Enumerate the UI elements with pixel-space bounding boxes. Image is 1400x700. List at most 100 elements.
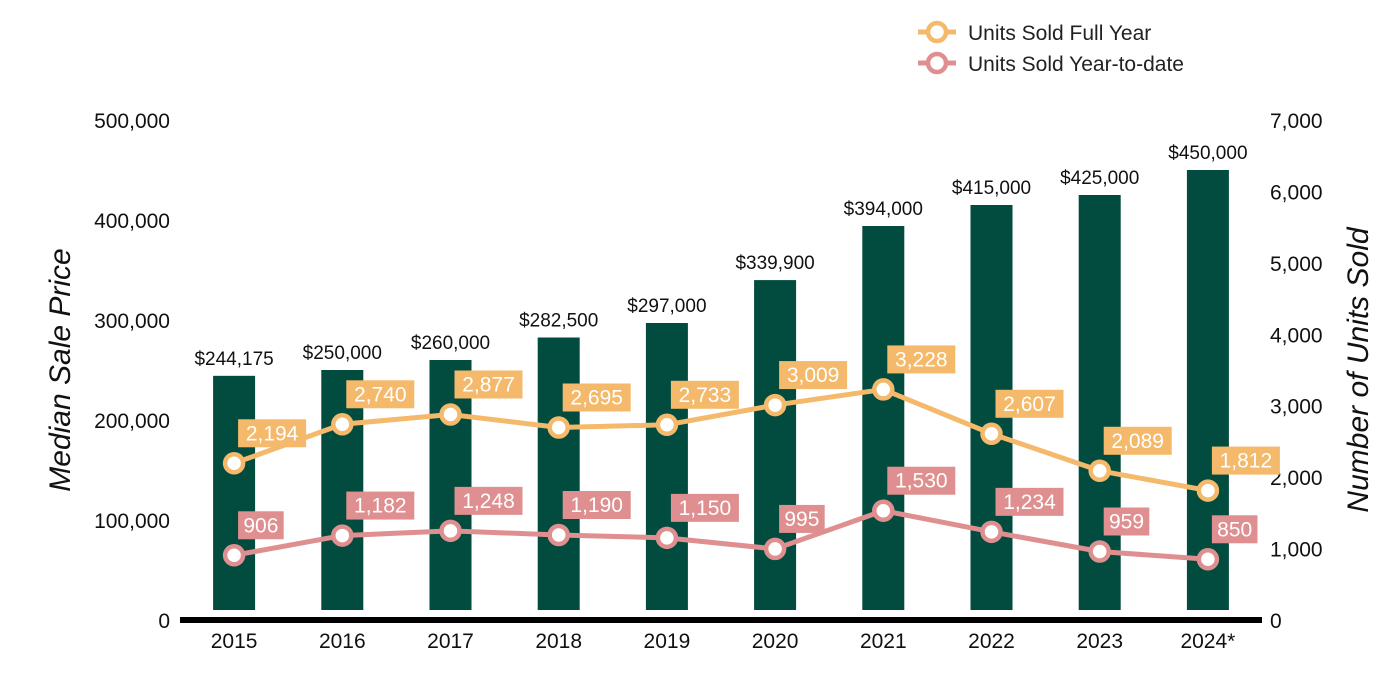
point-value-label: 2,089 <box>1111 430 1164 453</box>
y-axis-right: 0 1,000 2,000 3,000 4,000 5,000 6,000 7,000 <box>1270 110 1323 633</box>
point-label-box <box>995 389 1064 418</box>
point-label-box <box>346 491 415 520</box>
legend-swatch-marker <box>925 20 949 44</box>
point-label-box <box>1211 515 1258 544</box>
bar <box>213 375 256 610</box>
legend: Units Sold Full Year Units Sold Year-to-d… <box>918 20 1184 76</box>
bar-value-label: $260,000 <box>411 333 490 354</box>
point-label-box <box>562 491 631 519</box>
point-label-box <box>779 361 848 390</box>
x-tick-label: 2022 <box>968 630 1015 653</box>
bar-value-label: $450,000 <box>1168 143 1247 164</box>
point-value-label: 2,695 <box>570 387 623 410</box>
point-value-label: 906 <box>243 514 278 537</box>
y2-tick-label: 7,000 <box>1270 110 1323 133</box>
data-point <box>1196 548 1220 571</box>
data-point <box>980 422 1003 446</box>
y2-tick-label: 2,000 <box>1270 467 1323 490</box>
x-tick-label: 2017 <box>427 630 474 653</box>
point-label-box <box>1103 426 1172 455</box>
point-label-box <box>887 345 956 374</box>
data-point <box>547 416 570 439</box>
bar <box>321 370 364 610</box>
point-value-label: 1,530 <box>895 470 948 493</box>
bar-value-label: $339,900 <box>735 253 814 274</box>
legend-label: Units Sold Full Year <box>968 22 1151 45</box>
point-value-label: 2,607 <box>1003 393 1056 416</box>
y-axis-title: Median Sale Price <box>44 248 77 491</box>
point-value-label: 3,009 <box>787 364 840 387</box>
bar <box>754 280 797 610</box>
x-tick-label: 2018 <box>535 630 582 653</box>
point-value-label: 1,190 <box>570 494 623 517</box>
x-tick-label: 2021 <box>860 630 907 653</box>
point-value-label: 1,812 <box>1220 450 1273 473</box>
point-value-label: 959 <box>1109 511 1144 534</box>
bar-value-label: $282,500 <box>519 311 598 332</box>
point-label-box <box>454 370 523 399</box>
legend-swatch-marker <box>925 51 949 75</box>
point-value-label: 1,234 <box>1003 491 1056 514</box>
data-point <box>872 378 895 401</box>
bar <box>429 360 472 610</box>
y-tick-label: 100,000 <box>94 510 170 533</box>
data-point <box>547 523 570 547</box>
data-point <box>222 544 246 567</box>
bar <box>1186 170 1229 610</box>
bar-value-label: $297,000 <box>627 296 706 317</box>
y2-tick-label: 5,000 <box>1270 253 1323 276</box>
point-label-box <box>887 466 956 495</box>
point-value-label: 3,228 <box>895 348 948 371</box>
y2-tick-label: 0 <box>1270 610 1282 633</box>
point-value-label: 1,248 <box>462 490 515 513</box>
y2-axis-title: Number of Units Sold <box>1342 226 1375 512</box>
x-tick-label: 2016 <box>319 630 366 653</box>
bar <box>645 323 688 610</box>
bar <box>862 226 905 610</box>
data-point <box>655 526 679 550</box>
data-point <box>439 519 462 543</box>
point-label-box <box>1211 446 1280 475</box>
x-tick-label: 2023 <box>1076 630 1123 653</box>
y-tick-label: 400,000 <box>94 210 170 233</box>
x-tick-label: 2020 <box>752 630 799 653</box>
data-point <box>872 499 895 522</box>
y-tick-label: 0 <box>158 610 170 633</box>
data-point <box>655 413 679 437</box>
point-label-box <box>454 486 523 515</box>
point-value-label: 1,150 <box>679 497 732 520</box>
point-label-box <box>779 504 825 533</box>
point-label-box <box>562 383 631 412</box>
point-label-box <box>1103 507 1150 536</box>
y2-tick-label: 4,000 <box>1270 324 1323 347</box>
x-tick-label: 2019 <box>644 630 691 653</box>
y-tick-label: 300,000 <box>94 310 170 333</box>
data-point <box>763 393 787 417</box>
data-point <box>763 537 787 561</box>
x-tick-label: 2024* <box>1180 630 1235 653</box>
point-label-box <box>238 511 284 540</box>
point-label-box <box>238 419 307 448</box>
y2-tick-label: 6,000 <box>1270 181 1323 204</box>
legend-label: Units Sold Year-to-date <box>968 53 1184 76</box>
series-line <box>233 508 1209 562</box>
bar-value-label: $425,000 <box>1060 168 1139 189</box>
data-point <box>1088 540 1111 563</box>
point-value-label: 2,740 <box>354 383 407 406</box>
y2-tick-label: 1,000 <box>1270 539 1323 562</box>
x-axis: 2015 2016 2017 2018 2019 2020 2021 2022 2023 2024… <box>211 630 1236 653</box>
point-value-label: 1,182 <box>354 495 407 518</box>
data-point <box>222 452 246 475</box>
bar <box>537 337 580 610</box>
point-label-box <box>670 380 739 409</box>
point-label-box <box>346 380 415 409</box>
x-tick-label: 2015 <box>211 630 258 653</box>
line-series: 2,194 2,740 2,877 2,695 2,733 3,009 3,228 2,607… <box>222 345 1280 571</box>
data-point <box>980 520 1003 544</box>
point-value-label: 850 <box>1217 518 1252 541</box>
bar-value-label: $250,000 <box>303 343 382 364</box>
point-value-label: 995 <box>784 508 819 531</box>
data-point <box>1196 479 1220 502</box>
point-label-box <box>670 493 739 522</box>
data-point <box>439 403 462 426</box>
